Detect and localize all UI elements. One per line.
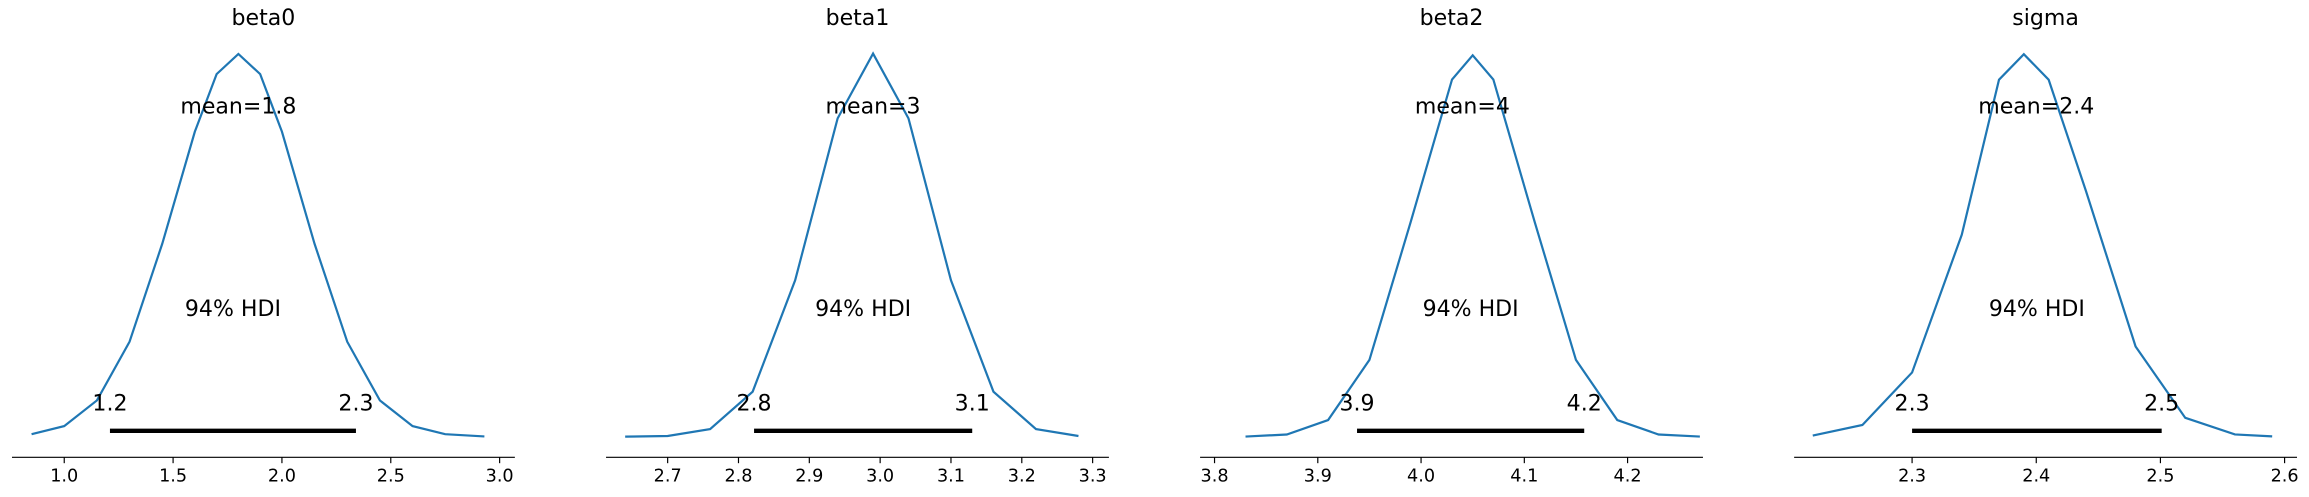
x-tick-label: 2.3 [1898, 466, 1926, 486]
x-tick-label: 2.4 [2022, 466, 2050, 486]
mean-label: mean=3 [826, 94, 921, 119]
x-tick-label: 3.3 [1079, 466, 1107, 486]
subplot-title: beta2 [1420, 6, 1484, 31]
density-curve [1812, 52, 2273, 438]
x-tick-label: 2.8 [724, 466, 752, 486]
mean-label: mean=4 [1415, 94, 1510, 119]
subplot-title: beta0 [232, 6, 296, 31]
hdi-bound-label: 4.2 [1567, 391, 1602, 416]
x-tick-label: 4.2 [1614, 466, 1642, 486]
hdi-bound-label: 3.1 [955, 391, 990, 416]
hdi-bound-label: 2.5 [2144, 391, 2179, 416]
hdi-bound-label: 2.3 [1895, 391, 1930, 416]
subplot-title: sigma [2012, 6, 2079, 31]
x-tick-label: 2.0 [268, 466, 296, 486]
hdi-bound-label: 1.2 [92, 391, 127, 416]
density-curve [1245, 53, 1700, 438]
x-tick-label: 3.1 [937, 466, 965, 486]
x-tick-label: 4.0 [1407, 466, 1435, 486]
hdi-bound-label: 2.3 [338, 391, 373, 416]
x-tick-label: 2.7 [654, 466, 682, 486]
x-tick-label: 3.9 [1304, 466, 1332, 486]
x-tick-label: 2.5 [2146, 466, 2174, 486]
subplot-title: beta1 [826, 6, 890, 31]
density-curve [31, 52, 485, 438]
x-tick-label: 3.8 [1201, 466, 1229, 486]
mean-label: mean=1.8 [180, 94, 296, 119]
x-tick-label: 3.0 [866, 466, 894, 486]
mean-label: mean=2.4 [1978, 94, 2094, 119]
x-tick-label: 3.0 [486, 466, 514, 486]
hdi-label: 94% HDI [185, 297, 281, 322]
x-tick-label: 1.5 [159, 466, 187, 486]
x-tick-label: 2.5 [377, 466, 405, 486]
x-tick-label: 3.2 [1008, 466, 1036, 486]
hdi-bound-label: 2.8 [737, 391, 772, 416]
density-curve [625, 51, 1079, 438]
x-tick-label: 2.6 [2271, 466, 2299, 486]
hdi-label: 94% HDI [1989, 297, 2085, 322]
hdi-label: 94% HDI [815, 297, 911, 322]
hdi-bound-label: 3.9 [1340, 391, 1375, 416]
x-tick-label: 4.1 [1510, 466, 1538, 486]
x-tick-label: 1.0 [50, 466, 78, 486]
hdi-label: 94% HDI [1423, 297, 1519, 322]
x-tick-label: 2.9 [795, 466, 823, 486]
